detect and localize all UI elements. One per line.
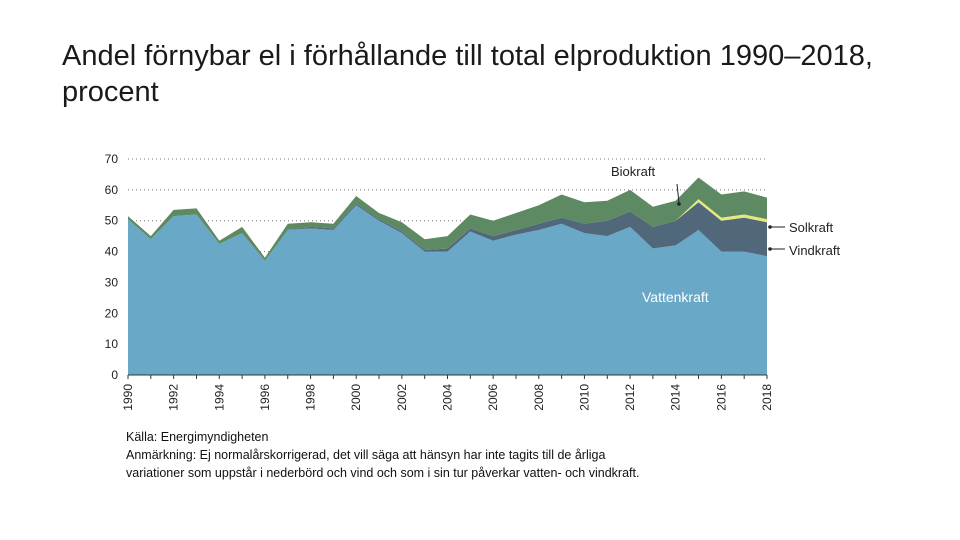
remark-line-1: Anmärkning: Ej normalårskorrigerad, det … <box>126 448 606 462</box>
chart-title: Andel förnybar el i förhållande till tot… <box>62 40 873 108</box>
label-biokraft: Biokraft <box>611 164 655 179</box>
x-tick-label: 2010 <box>577 384 591 411</box>
x-tick-label: 2004 <box>441 384 455 411</box>
y-tick-label: 60 <box>105 183 119 197</box>
x-tick-label: 2000 <box>349 384 363 411</box>
label-vindkraft: Vindkraft <box>789 243 840 258</box>
x-tick-label: 1996 <box>258 384 272 411</box>
dot-vindkraft <box>768 247 772 251</box>
y-tick-label: 20 <box>105 306 119 320</box>
x-tick-label: 2018 <box>760 384 774 411</box>
source-note: Källa: Energimyndigheten <box>126 430 269 444</box>
area-vattenkraft <box>128 205 767 375</box>
y-tick-label: 40 <box>105 245 119 259</box>
x-tick-label: 1994 <box>212 384 226 411</box>
leader-biokraft <box>676 183 680 204</box>
label-vattenkraft: Vattenkraft <box>642 289 709 305</box>
area-biokraft <box>128 177 767 261</box>
y-tick-label: 10 <box>105 337 119 351</box>
y-tick-label: 70 <box>105 152 119 166</box>
area-vindkraft <box>128 202 767 261</box>
dot-solkraft <box>768 225 772 229</box>
remark-line-2: variationer som uppstår i nederbörd och … <box>126 466 640 480</box>
dot-biokraft <box>677 202 681 206</box>
x-tick-label: 2012 <box>623 384 637 411</box>
x-tick-label: 1998 <box>304 384 318 411</box>
x-tick-label: 1990 <box>121 384 135 411</box>
y-tick-label: 30 <box>105 275 119 289</box>
label-solkraft: Solkraft <box>789 220 833 235</box>
x-tick-label: 2002 <box>395 384 409 411</box>
x-tick-label: 1992 <box>167 384 181 411</box>
y-tick-label: 0 <box>111 368 118 382</box>
x-tick-label: 2008 <box>532 384 546 411</box>
y-tick-label: 50 <box>105 214 119 228</box>
x-tick-label: 2006 <box>486 384 500 411</box>
x-tick-label: 2016 <box>714 384 728 411</box>
area-solkraft <box>128 199 767 261</box>
x-tick-label: 2014 <box>669 384 683 411</box>
